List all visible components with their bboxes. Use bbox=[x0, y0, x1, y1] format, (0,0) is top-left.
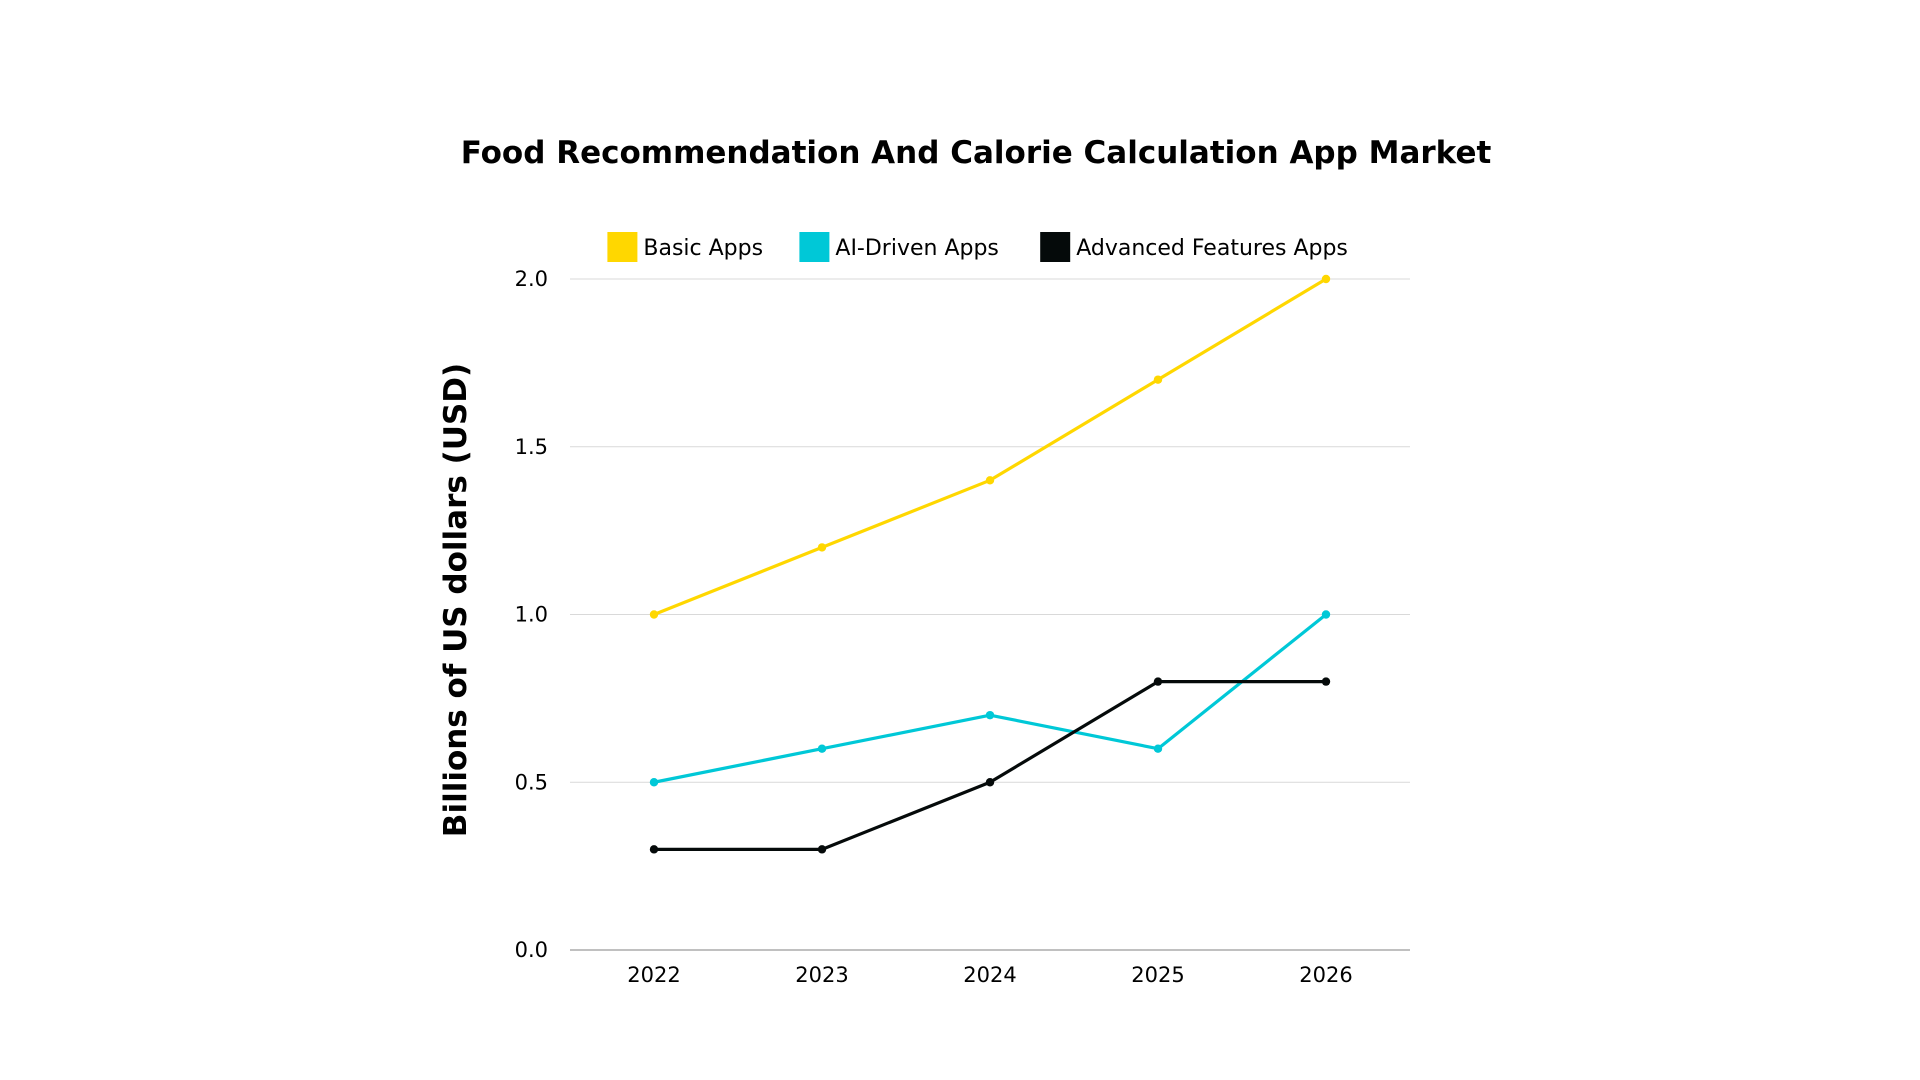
legend-swatch bbox=[799, 232, 830, 262]
series-basic-apps bbox=[649, 274, 1331, 619]
series-advanced-features-apps bbox=[649, 677, 1331, 854]
x-tick-label: 2026 bbox=[1299, 963, 1352, 987]
data-point bbox=[985, 476, 995, 485]
y-axis-label: Billions of US dollars (USD) bbox=[438, 363, 474, 837]
y-tick-label: 0.5 bbox=[515, 770, 548, 794]
data-point bbox=[649, 845, 659, 854]
x-tick-label: 2024 bbox=[963, 963, 1016, 987]
x-tick-label: 2025 bbox=[1131, 963, 1184, 987]
y-axis-ticks: 0.0 0.5 1.0 1.5 2.0 bbox=[515, 267, 548, 962]
series-ai-driven-apps bbox=[649, 610, 1331, 787]
data-point bbox=[817, 543, 827, 552]
data-point bbox=[1321, 610, 1331, 619]
data-point bbox=[649, 610, 659, 619]
data-point bbox=[1153, 744, 1163, 753]
legend-label: Advanced Features Apps bbox=[1076, 236, 1348, 261]
y-tick-label: 1.5 bbox=[515, 435, 548, 459]
series-line bbox=[652, 612, 1328, 784]
x-tick-label: 2023 bbox=[795, 963, 848, 987]
data-point bbox=[1321, 677, 1331, 686]
data-point bbox=[1153, 375, 1163, 384]
y-tick-label: 2.0 bbox=[515, 267, 548, 291]
legend-item: Basic Apps bbox=[607, 232, 763, 262]
legend-swatch bbox=[607, 232, 638, 262]
x-axis-ticks: 2022 2023 2024 2025 2026 bbox=[627, 963, 1352, 987]
data-point bbox=[817, 845, 827, 854]
series-layer bbox=[649, 274, 1331, 854]
legend-swatch bbox=[1040, 232, 1071, 262]
data-point bbox=[985, 778, 995, 787]
legend-label: AI-Driven Apps bbox=[835, 236, 999, 261]
chart-title: Food Recommendation And Calorie Calculat… bbox=[461, 135, 1492, 171]
data-point bbox=[985, 710, 995, 720]
data-point bbox=[1153, 677, 1163, 686]
data-point bbox=[817, 744, 827, 753]
y-tick-label: 0.0 bbox=[515, 938, 548, 962]
legend-item: Advanced Features Apps bbox=[1040, 232, 1348, 262]
data-point bbox=[649, 778, 659, 787]
legend-item: AI-Driven Apps bbox=[799, 232, 999, 262]
grid-layer bbox=[570, 278, 1410, 951]
legend-label: Basic Apps bbox=[643, 236, 763, 261]
y-tick-label: 1.0 bbox=[515, 603, 548, 627]
series-line bbox=[652, 679, 1328, 851]
data-point bbox=[1321, 274, 1331, 284]
legend: Basic Apps AI-Driven Apps Advanced Feature… bbox=[607, 232, 1348, 262]
x-tick-label: 2022 bbox=[627, 963, 680, 987]
